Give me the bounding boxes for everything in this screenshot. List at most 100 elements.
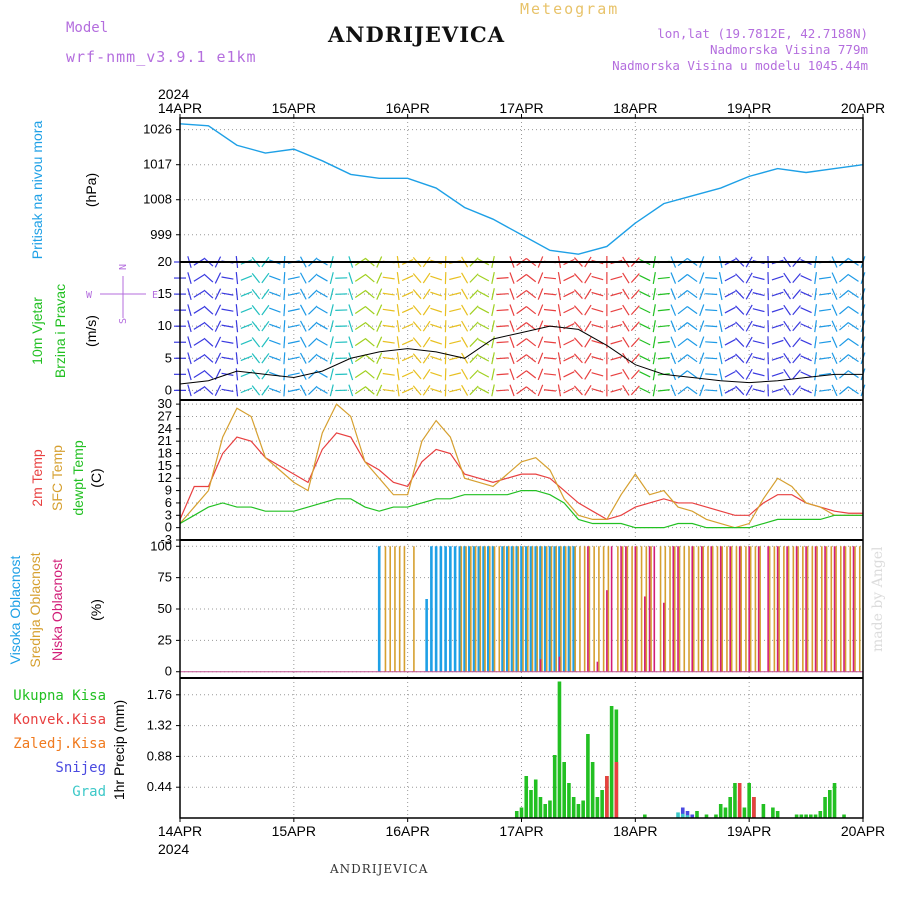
precip-legend-entry: Konvek.Kisa [13,712,106,728]
wind-barb [401,387,414,394]
wind-barb [187,336,192,349]
precip-bar [704,814,709,818]
ytick-label: 0 [165,382,172,397]
wind-barb [652,288,656,301]
wind-barb [537,384,544,397]
wind-barb [187,352,192,365]
wind-barb [214,288,222,300]
wind-barb [557,336,562,349]
wind-barb [639,306,651,314]
wind-barb [610,291,623,297]
wind-barb [516,338,527,347]
top-date-label: 15APR [272,100,316,116]
wind-barb [422,369,431,380]
pressure-unit-label: (hPa) [83,173,99,207]
precip-series-4 [676,812,690,818]
wind-barb [622,368,630,380]
wind-barb [509,304,515,316]
meteogram-label: Meteogram [520,0,620,18]
wind-barb [187,272,192,284]
wind-barb [469,369,479,380]
top-date-label: 19APR [727,100,771,116]
wind-barb [831,336,838,348]
bottom-date-label: 20APR [841,823,885,839]
wind-barb [382,308,395,312]
wind-barb [652,368,656,381]
wind-barb [792,273,801,284]
wind-barb [251,353,261,364]
wind-barb [449,276,462,281]
wind-barb [316,338,328,346]
precip-bar [524,776,529,818]
wind-barb [193,354,205,362]
wind-barb [299,288,307,300]
wind-barb [639,323,651,330]
wind-barb [477,370,490,378]
wind-barb [221,356,234,360]
wind-barb [724,306,736,314]
ytick-label: 6 [165,495,172,510]
wind-barb [251,321,261,332]
wind-barb [299,352,307,364]
wind-barb [622,384,630,396]
wind-barb [819,372,832,376]
wind-barb [630,385,640,396]
wind-barb [745,304,753,316]
wind-barb [792,305,801,316]
wind-barb [563,387,575,394]
wind-barb [800,323,812,330]
wind-barb [461,320,469,332]
bottom-station-title: ANDRIJEVICA [330,862,429,876]
wind-barb [364,305,375,315]
precip-bar [548,800,552,818]
wind-barb [537,336,544,349]
wind-barb [509,352,515,365]
wind-barb [348,304,354,317]
wind-barb [630,369,640,380]
precip-bar [771,807,775,818]
wind-barb [687,370,698,379]
pressure-line [179,123,864,255]
wind-barb [235,384,239,397]
wind-barb [269,339,281,345]
precip-bar [581,800,585,818]
wind-barb [543,341,556,344]
wind-barb [591,323,604,329]
wind-barb [752,308,765,313]
wind-barb [792,321,801,332]
wind-barb [839,305,850,315]
wind-barb [430,307,443,313]
wind-barb [622,288,630,300]
wind-barb [724,338,736,346]
wind-barb [677,273,688,283]
wind-barb [203,273,214,283]
wind-barb [537,272,544,284]
wind-barb [430,355,443,361]
wind-barb [584,368,592,380]
wind-barb [491,336,495,349]
wind-barb [752,388,765,393]
wind-barb [687,322,698,331]
wind-barb [584,320,592,332]
wind-barb [792,289,801,300]
precip-bar [680,813,685,818]
precip-bar [567,783,571,818]
wind-barb [287,292,300,296]
wind-barb [657,341,670,344]
wind-barb [745,272,753,284]
wind-barb [221,308,234,312]
wind-barb [396,288,400,301]
precip-bar [695,811,699,818]
wind-barb [557,304,562,317]
wind-barb [287,308,300,312]
wind-barb [477,306,490,314]
wind-barb [469,321,479,331]
wind-barb [800,275,812,282]
precip-legend-entry: Ukupna Kisa [13,688,106,704]
wind-barb [396,336,400,349]
wind-barb [718,336,723,349]
top-year-label: 2024 [158,86,189,102]
wind-barb [792,369,801,380]
wind-barb [422,272,431,284]
wind-barb [469,353,479,364]
